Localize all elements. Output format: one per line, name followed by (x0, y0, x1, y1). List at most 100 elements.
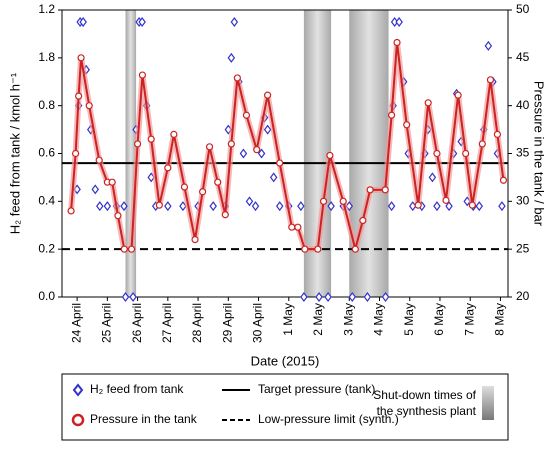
pressure-point (133, 140, 142, 148)
pressure-point (114, 212, 122, 220)
pressure-point (387, 111, 396, 119)
pressure-point (493, 130, 502, 138)
pressure-point (72, 149, 80, 158)
feed-point (103, 201, 112, 212)
pressure-point (454, 91, 462, 99)
pressure-point (264, 91, 272, 99)
feed-point (227, 52, 236, 63)
feed-point (297, 201, 305, 212)
y2-axis-title: Pressure in the tank / bar (532, 81, 547, 227)
y-tick-label: 0.4 (38, 194, 55, 208)
feed-point (129, 292, 137, 302)
pressure-point (288, 223, 296, 231)
feed-point (164, 201, 172, 212)
legend-box (61, 373, 509, 441)
feed-point (209, 201, 217, 212)
y-tick-label: 0.0 (38, 289, 55, 303)
feed-point (348, 292, 357, 302)
legend-label: the synthesis plant (377, 404, 477, 418)
pressure-point (319, 197, 328, 205)
pressure-point (351, 245, 359, 253)
shutdown-bands (125, 10, 389, 297)
pressure-point (120, 245, 128, 253)
feed-point (138, 16, 146, 27)
x-tick-label: 4 May (372, 303, 386, 336)
feed-point (475, 201, 484, 212)
y2-tick-label: 35 (516, 146, 530, 160)
legend-label: Low-pressure limit (synth.) (258, 412, 399, 426)
y2-tick-label: 50 (516, 2, 530, 16)
pressure-point (314, 245, 322, 253)
legend-feed-marker (72, 383, 84, 397)
x-tick-label: 6 May (432, 303, 446, 336)
pressure-point (403, 121, 411, 129)
pressure-point (108, 178, 116, 186)
feed-point (387, 201, 396, 212)
legend-pressure-marker (71, 413, 85, 427)
feed-point (257, 148, 266, 159)
pressure-point (478, 140, 486, 148)
legend-label: Target pressure (tank) (258, 382, 375, 396)
y2-tick-label: 40 (516, 98, 530, 112)
feed-point (230, 16, 239, 27)
x-tick-label: 26 April (130, 303, 144, 343)
x-tick-label: 28 April (190, 303, 204, 343)
feed-point (428, 172, 437, 183)
pressure-point (424, 99, 432, 107)
pressure-point (381, 186, 389, 194)
pressure-point (442, 196, 450, 204)
feed-point (498, 201, 506, 212)
pressure-point (326, 151, 334, 160)
pressure-point (77, 54, 85, 62)
feed-point (381, 292, 390, 302)
x-tick-label: 24 April (69, 303, 83, 343)
feed-point (121, 292, 130, 302)
feed-point (239, 148, 248, 159)
feed-point (445, 201, 453, 212)
feed-point (245, 196, 254, 207)
y-axis-title: H₂ feed from tank / kmol h⁻¹ (7, 72, 22, 234)
x-tick-label: 1 May (281, 303, 295, 336)
pressure-point (67, 207, 75, 215)
shutdown-band (349, 10, 389, 297)
pressure-point (155, 201, 163, 209)
pressure-point (366, 186, 374, 194)
pressure-point (95, 156, 103, 164)
y2-tick-label: 20 (516, 289, 530, 303)
x-tick-label: 29 April (220, 303, 234, 343)
feed-point (91, 184, 100, 195)
feed-point (96, 201, 104, 212)
x-tick-label: 30 April (251, 303, 265, 343)
legend-label: Shut-down times of (373, 388, 476, 402)
pressure-point (147, 135, 155, 143)
feed-point (363, 292, 372, 302)
pressure-point (138, 71, 147, 79)
y-tick-label: 1.2 (38, 2, 55, 16)
pressure-point (191, 236, 199, 244)
y-tick-label: 0.8 (38, 98, 55, 112)
feed-point (263, 124, 272, 135)
x-tick-label: 2 May (311, 303, 325, 336)
pressure-point (468, 201, 476, 209)
pressure-point (301, 245, 309, 253)
pressure-point (127, 245, 136, 253)
feed-point (269, 172, 278, 183)
feed-point (395, 16, 403, 27)
pressure-point (85, 102, 93, 110)
x-tick-label: 3 May (341, 303, 355, 336)
pressure-point (170, 130, 178, 138)
y-tick-label: 1.8 (38, 50, 55, 64)
feed-point (179, 201, 187, 212)
feed-point (315, 292, 323, 302)
legend-shutdown (482, 386, 494, 420)
pressure-point (227, 140, 235, 148)
y2-tick-label: 30 (516, 194, 530, 208)
y2-tick-label: 25 (516, 241, 530, 255)
pressure-point (486, 76, 495, 84)
x-tick-label: 7 May (462, 303, 476, 336)
pressure-point (339, 197, 347, 205)
feed-point (345, 201, 354, 212)
feed-point (251, 201, 260, 212)
x-axis-title: Date (2015) (251, 353, 320, 368)
